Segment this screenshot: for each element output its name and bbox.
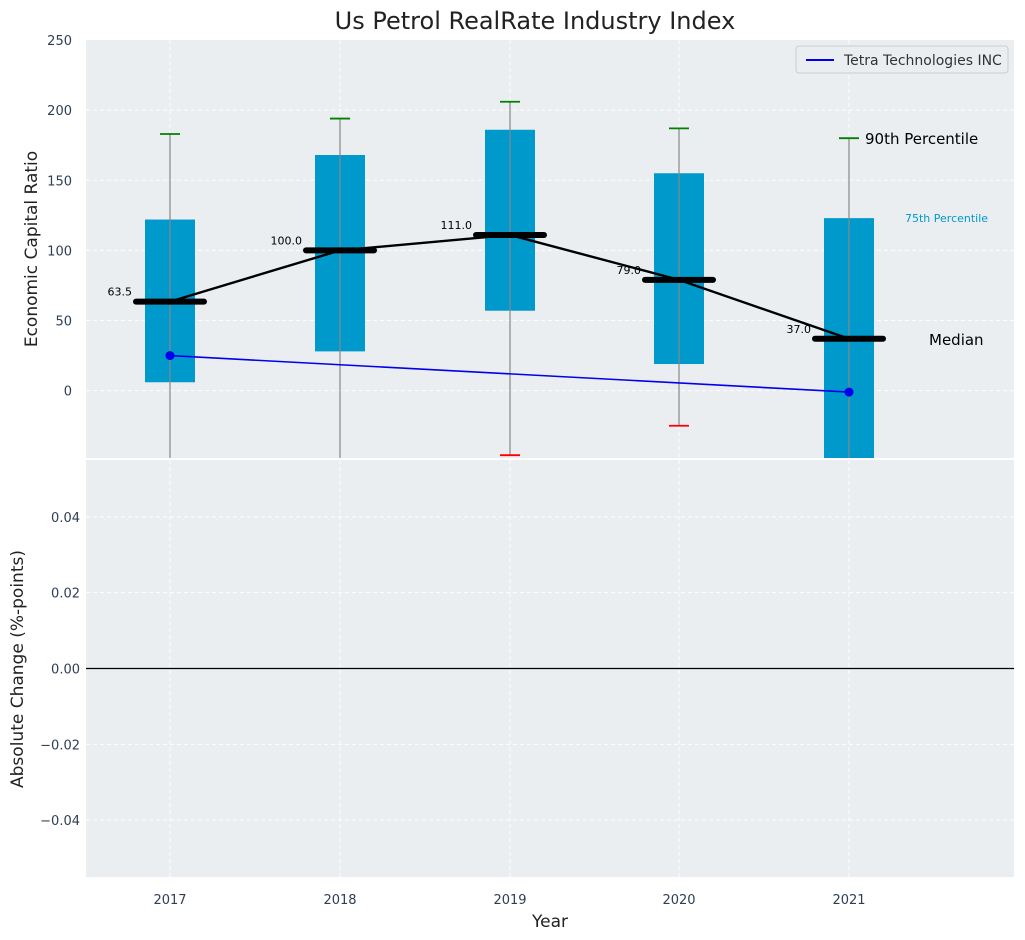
legend-label-tetra: Tetra Technologies INC (843, 53, 1002, 69)
top-y-tick-label: 50 (55, 315, 72, 330)
x-tick-label: 2018 (323, 893, 356, 908)
top-marks: 63.5 100.0 111.0 79.0 37.0 90th Percentile 75t… (108, 100, 988, 458)
median-value-label-2021: 37.0 (787, 323, 812, 336)
x-tick-label: 2021 (832, 893, 865, 908)
x-tick-label: 2020 (662, 893, 695, 908)
top-y-tick-label: 200 (47, 104, 72, 119)
bottom-y-tick-label: −0.02 (40, 738, 80, 753)
median-value-label-2020: 79.0 (617, 264, 642, 277)
series-line-tetra (169, 354, 850, 393)
bottom-y-tick-label: −0.04 (40, 814, 80, 829)
x-axis-label: Year (531, 912, 568, 932)
median-value-label-2017: 63.5 (108, 286, 133, 299)
x-tick-label: 2017 (153, 893, 186, 908)
annotation-p75: 75th Percentile (905, 212, 988, 225)
x-ticks: 2017 2018 2019 2020 2021 (153, 893, 865, 908)
series-point-tetra-2017 (165, 351, 175, 361)
bottom-y-tick-label: 0.00 (51, 663, 80, 678)
top-y-ticks: 0 50 100 150 200 250 (47, 34, 72, 400)
series-point-tetra-2021 (844, 387, 854, 397)
top-panel-background (86, 40, 1014, 458)
bottom-y-axis-label: Absolute Change (%-points) (8, 550, 28, 788)
median-value-label-2019: 111.0 (441, 219, 473, 232)
top-y-tick-label: 0 (64, 385, 72, 400)
top-y-tick-label: 250 (47, 34, 72, 49)
legend-frame (795, 45, 1009, 74)
x-tick-label: 2019 (493, 893, 526, 908)
top-y-tick-label: 150 (47, 174, 72, 189)
bottom-grid (86, 460, 1014, 877)
chart-title: Us Petrol RealRate Industry Index (335, 7, 736, 35)
annotation-p90: 90th Percentile (865, 130, 978, 148)
top-y-axis-label: Economic Capital Ratio (22, 151, 42, 347)
median-value-label-2018: 100.0 (271, 234, 303, 247)
bottom-panel: −0.04 −0.02 0.00 0.02 0.04 Absolute Change (… (8, 460, 1014, 877)
bottom-y-tick-label: 0.02 (51, 587, 80, 602)
bottom-y-tick-label: 0.04 (51, 511, 80, 526)
legend[interactable]: Tetra Technologies INC (795, 45, 1009, 74)
bottom-y-ticks: −0.04 −0.02 0.00 0.02 0.04 (40, 511, 80, 829)
top-panel: 0 50 100 150 200 250 63.5 100.0 111.0 79.0 37.0 90… (22, 34, 1014, 458)
top-y-tick-label: 100 (47, 244, 72, 259)
annotation-median: Median (929, 331, 984, 349)
